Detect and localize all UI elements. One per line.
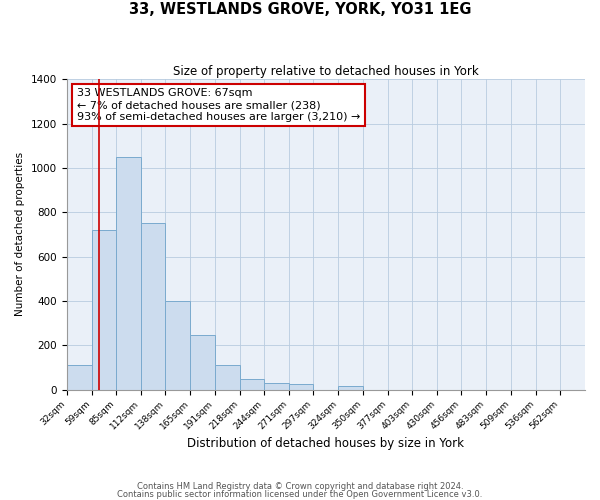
Bar (190, 336, 215, 390)
Text: Contains public sector information licensed under the Open Government Licence v3: Contains public sector information licen… (118, 490, 482, 499)
Bar (67, 365, 92, 390)
Bar (338, 386, 362, 390)
Text: Contains HM Land Registry data © Crown copyright and database right 2024.: Contains HM Land Registry data © Crown c… (137, 482, 463, 491)
Bar (239, 378, 264, 390)
Text: 33 WESTLANDS GROVE: 67sqm
← 7% of detached houses are smaller (238)
93% of semi-: 33 WESTLANDS GROVE: 67sqm ← 7% of detach… (77, 88, 360, 122)
Bar (264, 383, 289, 390)
Text: 33, WESTLANDS GROVE, YORK, YO31 1EG: 33, WESTLANDS GROVE, YORK, YO31 1EG (129, 2, 471, 18)
Bar (215, 365, 239, 390)
Y-axis label: Number of detached properties: Number of detached properties (15, 152, 25, 316)
Bar (165, 301, 190, 390)
Title: Size of property relative to detached houses in York: Size of property relative to detached ho… (173, 65, 479, 78)
Bar (289, 384, 313, 390)
X-axis label: Distribution of detached houses by size in York: Distribution of detached houses by size … (187, 437, 464, 450)
Bar (116, 157, 141, 390)
Bar (92, 230, 116, 390)
Bar (141, 224, 165, 390)
